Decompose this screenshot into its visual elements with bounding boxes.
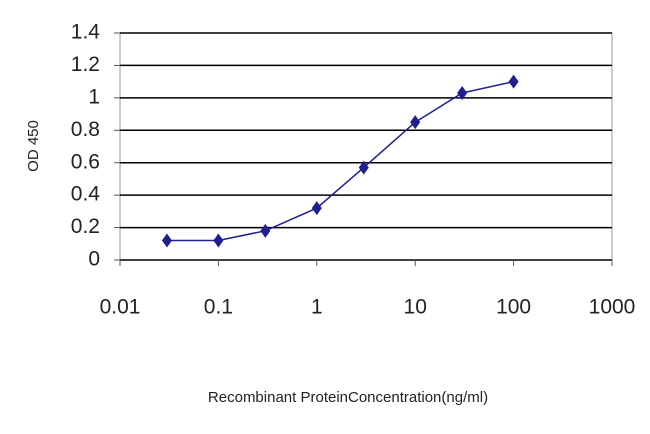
- data-point: [508, 74, 519, 89]
- x-tick-label: 10: [404, 296, 427, 319]
- plot-area: [119, 32, 613, 261]
- y-tick-label: 0.6: [71, 150, 100, 173]
- data-point: [457, 85, 468, 100]
- y-tick-label: 1.2: [71, 53, 100, 76]
- y-tick-label: 0.4: [71, 183, 101, 206]
- x-tick-label: 0.01: [100, 296, 141, 319]
- x-tick-label: 0.1: [204, 296, 233, 319]
- data-point: [213, 233, 224, 248]
- x-tick-label: 1000: [589, 296, 636, 319]
- data-point: [311, 201, 322, 216]
- data-point: [410, 115, 421, 130]
- x-tick-label: 100: [496, 296, 531, 319]
- y-axis-title: OD 450: [25, 120, 42, 172]
- x-axis-title: Recombinant ProteinConcentration(ng/ml): [208, 389, 488, 406]
- y-tick-label: 0.8: [71, 118, 100, 141]
- data-line: [166, 80, 514, 242]
- y-tick-label: 1.4: [71, 21, 101, 44]
- data-point: [161, 233, 172, 248]
- y-tick-label: 0.2: [71, 215, 100, 238]
- data-point: [358, 160, 369, 175]
- y-tick-label: 0: [88, 248, 100, 271]
- data-point: [260, 223, 271, 238]
- x-tick-label: 1: [311, 296, 323, 319]
- y-tick-label: 1: [88, 85, 100, 108]
